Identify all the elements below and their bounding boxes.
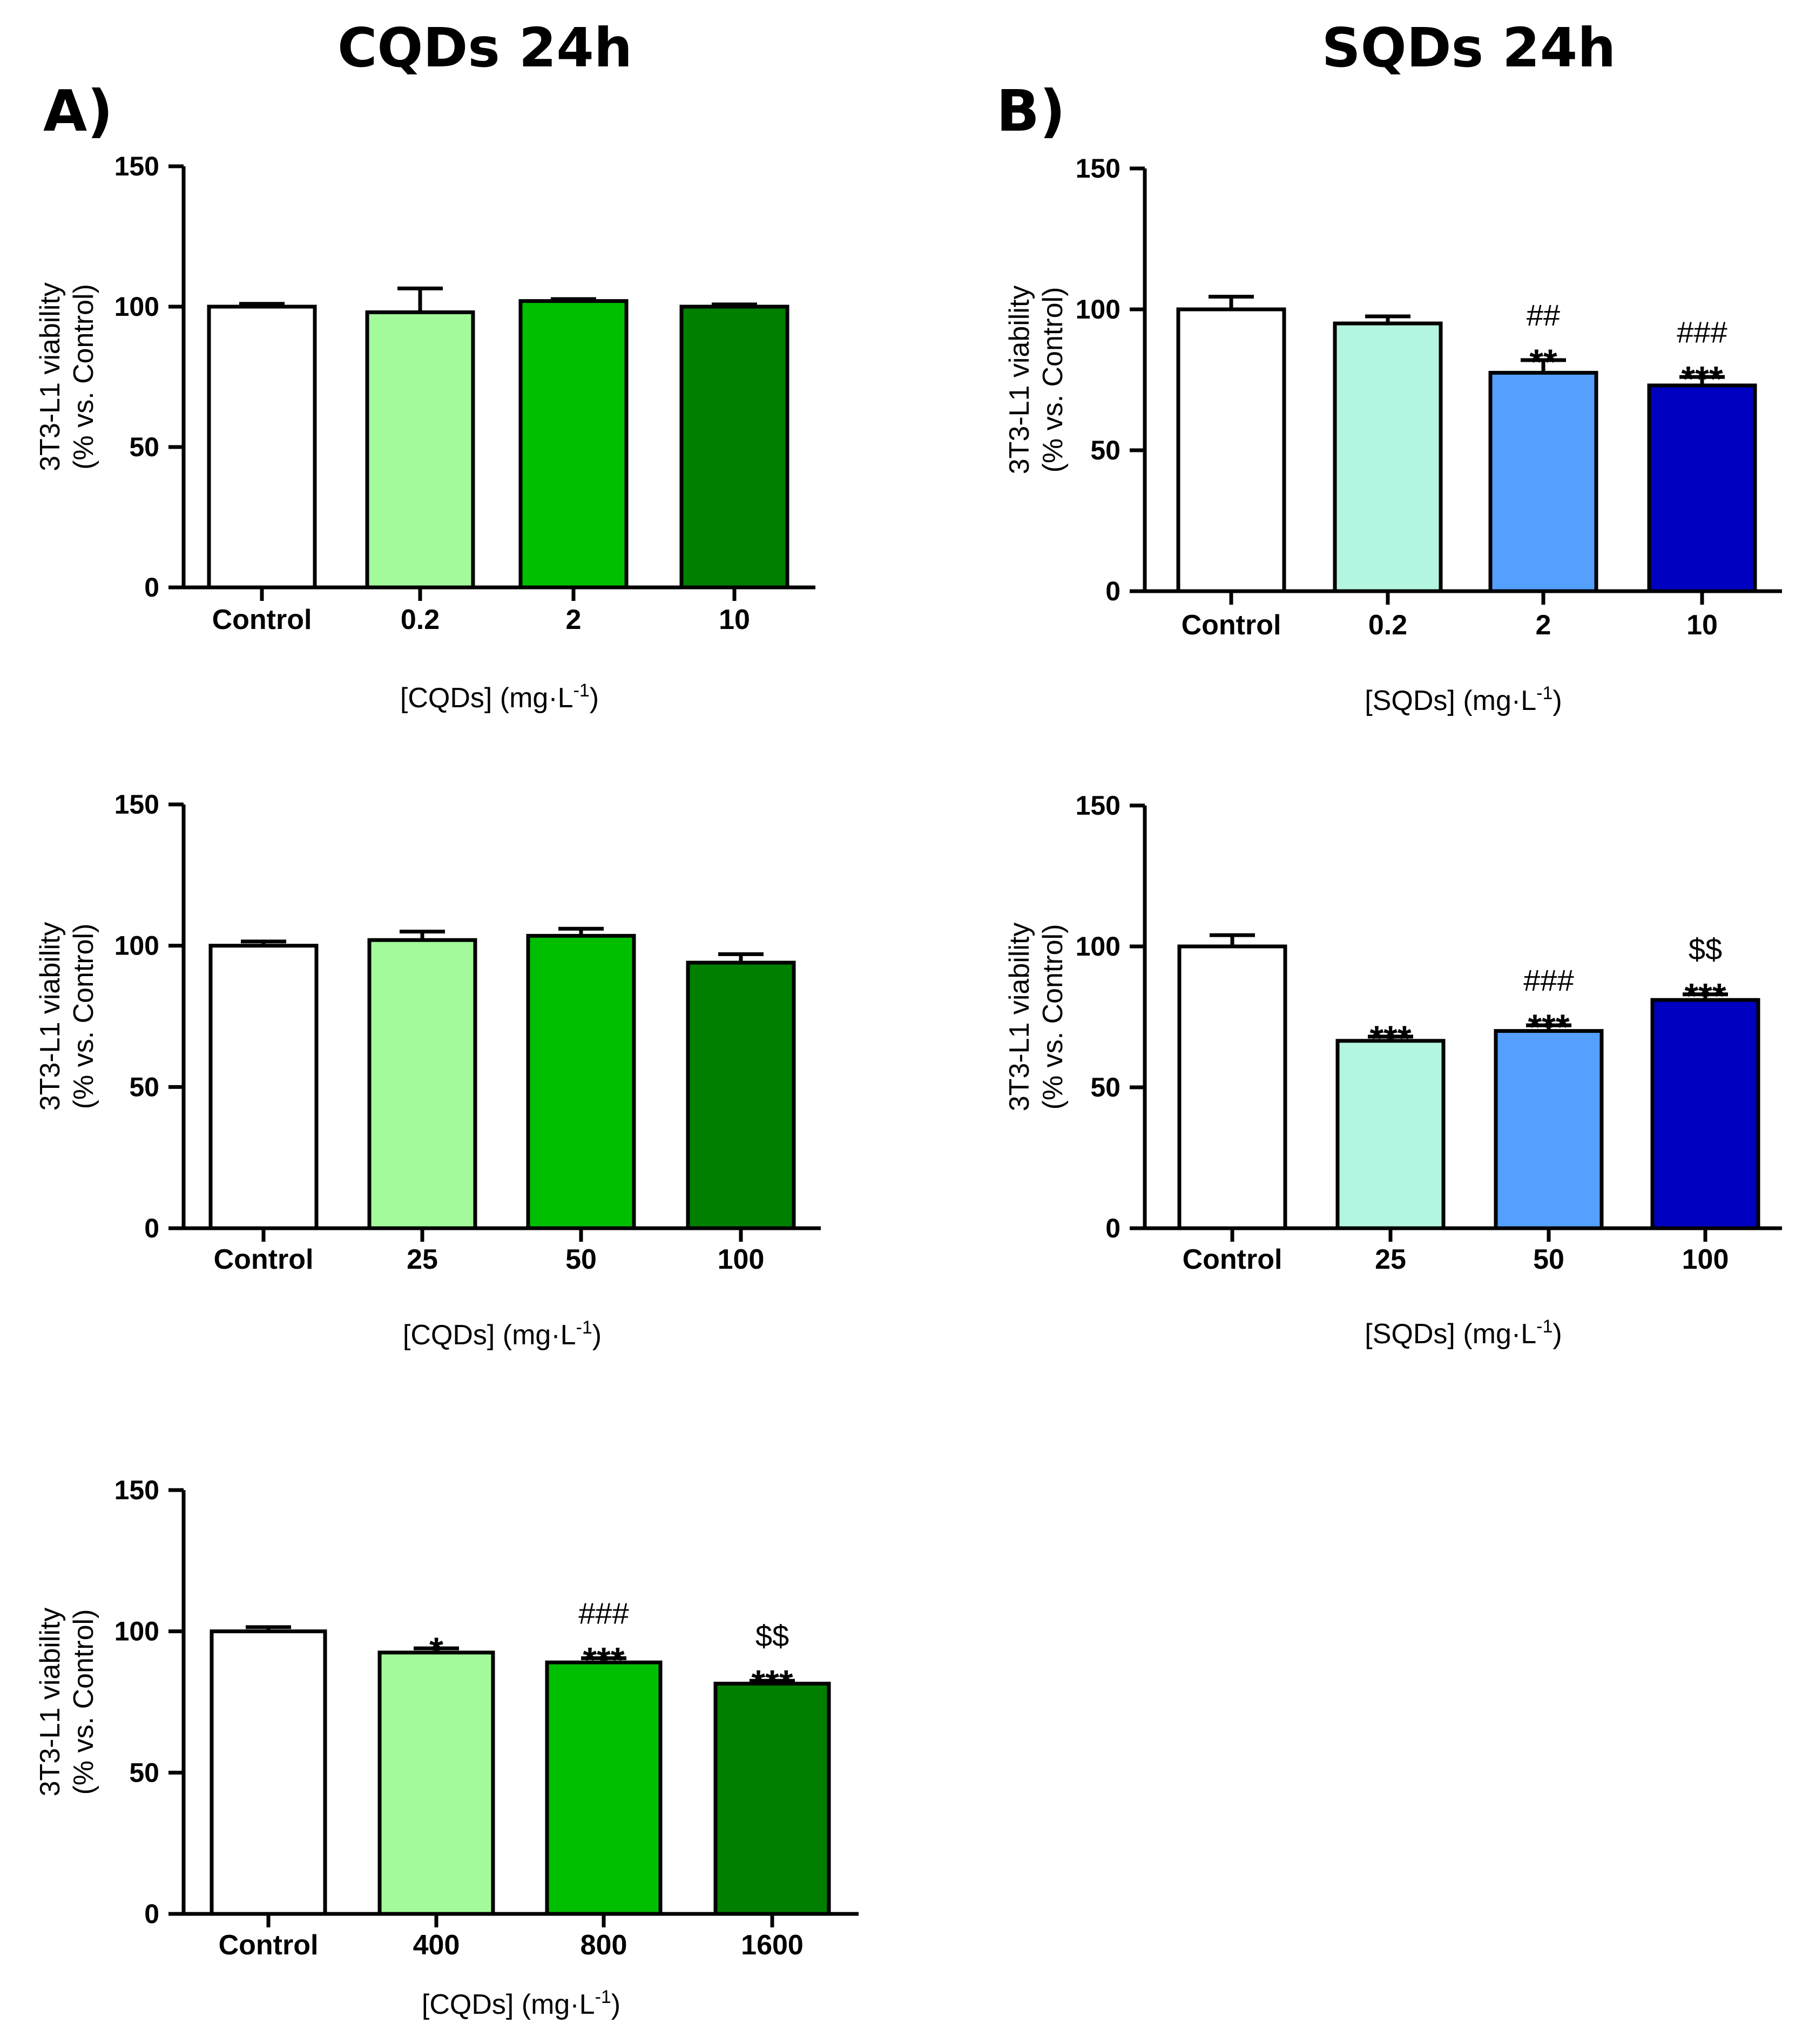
significance-annotation: *** (751, 1662, 793, 1702)
x-category-label: Control (219, 1930, 319, 1961)
y-tick-label: 150 (114, 789, 159, 820)
chart-cqds-mid: 0 50 100 150 Control 25 50 100 [CQDs] (mg·L-1) 3T… (35, 789, 821, 1351)
panel-label-b: B) (996, 78, 1066, 144)
x-axis-title: [SQDs] (mg·L-1) (1365, 683, 1562, 716)
x-category-label: 25 (407, 1244, 438, 1275)
bar-2 (1488, 370, 1598, 593)
bar-0.2 (365, 310, 475, 590)
y-tick-label: 0 (144, 572, 159, 603)
y-tick-label: 50 (1090, 1072, 1120, 1102)
significance-annotation: *** (1528, 1007, 1569, 1047)
significance-annotation: $$ (755, 1619, 789, 1653)
x-category-label: Control (1182, 610, 1281, 641)
significance-annotation: ### (1677, 315, 1727, 349)
x-category-label: 0.2 (1368, 610, 1407, 641)
bar-Control (210, 1629, 327, 1916)
bar-0.2 (1333, 321, 1443, 593)
y-tick-label: 0 (144, 1899, 159, 1929)
y-axis-title: 3T3-L1 viability(% vs. Control) (1004, 286, 1069, 475)
x-category-label: 400 (413, 1930, 460, 1961)
bar-50 (526, 933, 636, 1230)
x-category-label: 0.2 (401, 604, 440, 635)
bar-10 (679, 304, 789, 590)
bar-Control (207, 304, 317, 590)
significance-annotation: * (429, 1630, 443, 1670)
x-category-label: Control (212, 604, 312, 635)
bar-Control (1176, 307, 1286, 593)
x-axis-title: [CQDs] (mg·L-1) (422, 1987, 620, 2020)
bar-Control (1177, 944, 1287, 1230)
bar-2 (518, 299, 629, 590)
significance-annotation: *** (1681, 358, 1723, 398)
significance-annotation: *** (1684, 976, 1726, 1016)
significance-annotation: ** (1529, 342, 1557, 382)
bar-50 (1494, 1029, 1604, 1230)
x-axis-title: [CQDs] (mg·L-1) (403, 1317, 602, 1351)
x-category-label: 10 (1686, 610, 1718, 641)
chart-sqds-high: 0 50 100 150 *** *** ### *** $$ Control 25 50 100 [SQ… (1004, 790, 1782, 1350)
x-category-label: 50 (565, 1244, 597, 1275)
chart-sqds-low: 0 50 100 150 ** ## *** ### Control 0.2 2 10 [SQDs] (… (1004, 153, 1782, 716)
y-tick-label: 150 (114, 151, 159, 181)
bar-400 (377, 1650, 495, 1916)
bar-Control (208, 944, 319, 1230)
y-tick-label: 100 (114, 1616, 159, 1647)
y-tick-label: 0 (144, 1213, 159, 1243)
x-category-label: 50 (1533, 1244, 1564, 1275)
y-tick-label: 50 (1090, 435, 1120, 465)
bar-10 (1647, 383, 1757, 593)
chart-cqds-low: 0 50 100 150 Control 0.2 2 10 [CQDs] (mg·L-1) 3T3… (35, 151, 815, 714)
cqds-column-title: CQDs 24h (337, 16, 633, 79)
y-tick-label: 50 (129, 1072, 159, 1102)
y-tick-label: 100 (114, 292, 159, 322)
y-tick-label: 150 (114, 1475, 159, 1505)
significance-annotation: ### (1523, 963, 1574, 997)
y-tick-label: 50 (129, 432, 159, 462)
x-category-label: 1600 (741, 1930, 804, 1961)
x-category-label: 100 (718, 1244, 765, 1275)
bar-100 (1650, 998, 1760, 1230)
significance-annotation: ### (578, 1596, 629, 1630)
x-axis-title: [SQDs] (mg·L-1) (1365, 1316, 1562, 1350)
significance-annotation: *** (583, 1640, 624, 1680)
y-tick-label: 150 (1076, 153, 1120, 184)
x-axis-title: [CQDs] (mg·L-1) (400, 680, 599, 714)
y-axis-title: 3T3-L1 viability(% vs. Control) (35, 282, 99, 471)
y-tick-label: 100 (1076, 294, 1120, 324)
y-tick-label: 0 (1105, 1213, 1120, 1243)
x-category-label: 2 (1536, 610, 1551, 641)
significance-annotation: $$ (1689, 932, 1722, 966)
bar-25 (367, 938, 477, 1230)
bar-100 (686, 960, 796, 1230)
x-category-label: 2 (566, 604, 582, 635)
x-category-label: 100 (1682, 1244, 1729, 1275)
sqds-column-title: SQDs 24h (1321, 16, 1616, 79)
y-tick-label: 150 (1076, 790, 1120, 821)
y-tick-label: 0 (1105, 576, 1120, 606)
bar-1600 (713, 1681, 831, 1916)
x-category-label: 10 (719, 604, 750, 635)
significance-annotation: *** (1369, 1018, 1411, 1058)
x-category-label: 25 (1375, 1244, 1406, 1275)
x-category-label: Control (1183, 1244, 1282, 1275)
panel-label-a: A) (43, 78, 113, 144)
y-axis-title: 3T3-L1 viability(% vs. Control) (35, 1608, 99, 1797)
bar-25 (1335, 1039, 1446, 1230)
y-axis-title: 3T3-L1 viability(% vs. Control) (35, 922, 99, 1111)
significance-annotation: ## (1527, 298, 1560, 332)
y-axis-title: 3T3-L1 viability(% vs. Control) (1004, 923, 1069, 1112)
y-tick-label: 100 (114, 931, 159, 961)
y-tick-label: 50 (129, 1757, 159, 1788)
x-category-label: Control (214, 1244, 314, 1275)
y-tick-label: 100 (1076, 931, 1120, 962)
x-category-label: 800 (580, 1930, 627, 1961)
bar-800 (545, 1660, 663, 1916)
